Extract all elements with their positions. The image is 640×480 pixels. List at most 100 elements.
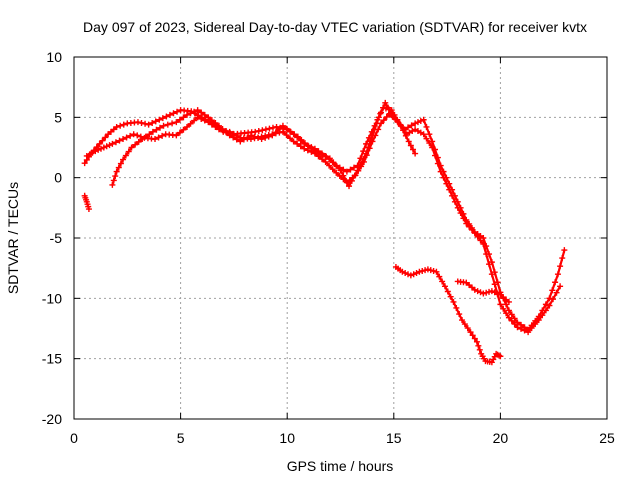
- data-point-marker: [471, 286, 478, 293]
- data-point-marker: [106, 142, 113, 149]
- data-point-marker: [383, 113, 390, 120]
- data-point-marker: [187, 120, 194, 127]
- data-point-marker: [109, 181, 116, 188]
- data-point-marker: [237, 138, 244, 145]
- data-point-marker: [355, 167, 362, 174]
- data-point-marker: [156, 116, 163, 123]
- data-point-marker: [414, 119, 421, 126]
- data-point-marker: [269, 124, 276, 131]
- data-point-marker: [336, 164, 343, 171]
- data-point-marker: [127, 132, 134, 139]
- data-point-marker: [96, 140, 103, 147]
- data-point-marker: [408, 122, 415, 129]
- data-point-marker: [429, 144, 436, 151]
- data-point-marker: [191, 108, 198, 115]
- data-point-marker: [145, 121, 152, 128]
- data-point-marker: [194, 114, 201, 121]
- data-point-marker: [297, 137, 304, 144]
- data-point-marker: [233, 136, 240, 143]
- data-point-marker: [100, 144, 107, 151]
- data-point-marker: [549, 296, 556, 303]
- data-point-marker: [475, 342, 482, 349]
- data-point-marker: [117, 122, 124, 129]
- data-point-marker: [508, 317, 515, 324]
- data-point-marker: [223, 129, 230, 136]
- series-track-5: [454, 278, 512, 305]
- data-point-marker: [122, 152, 129, 159]
- data-point-marker: [109, 140, 116, 147]
- series-trace: [394, 265, 502, 364]
- data-point-marker: [409, 146, 416, 153]
- data-point-marker: [486, 261, 493, 268]
- data-point-marker: [247, 132, 254, 139]
- data-point-marker: [329, 166, 336, 173]
- data-point-marker: [441, 283, 448, 290]
- data-point-marker: [480, 241, 487, 248]
- data-point-marker: [180, 126, 187, 133]
- data-point-marker: [333, 169, 340, 176]
- data-point-marker: [532, 321, 539, 328]
- data-point-marker: [546, 302, 553, 309]
- data-point-marker: [139, 136, 146, 143]
- chart-title: Day 097 of 2023, Sidereal Day-to-day VTE…: [83, 19, 587, 35]
- data-point-marker: [103, 143, 110, 150]
- data-point-marker: [146, 131, 153, 138]
- data-point-marker: [152, 136, 159, 143]
- data-point-marker: [423, 123, 430, 130]
- data-point-marker: [311, 145, 318, 152]
- y-tick-label: 0: [54, 170, 62, 186]
- data-point-marker: [183, 123, 190, 130]
- data-point-marker: [416, 268, 423, 275]
- data-point-marker: [388, 107, 395, 114]
- data-point-marker: [266, 125, 273, 132]
- data-point-marker: [135, 138, 142, 145]
- data-point-marker: [471, 230, 478, 237]
- data-point-marker: [363, 152, 370, 159]
- x-tick-label: 5: [177, 430, 185, 446]
- data-point-marker: [354, 162, 361, 169]
- data-point-marker: [297, 143, 304, 150]
- data-point-marker: [252, 128, 259, 135]
- data-point-marker: [407, 142, 414, 149]
- series-track-4: [392, 263, 504, 366]
- data-point-marker: [265, 133, 272, 140]
- data-point-marker: [120, 136, 127, 143]
- data-point-marker: [402, 269, 409, 276]
- data-point-marker: [360, 148, 367, 155]
- data-point-marker: [399, 268, 406, 275]
- data-point-marker: [326, 162, 333, 169]
- data-point-marker: [503, 310, 510, 317]
- data-point-marker: [426, 131, 433, 138]
- data-point-marker: [346, 183, 353, 190]
- data-point-marker: [173, 119, 180, 126]
- data-point-marker: [461, 321, 468, 328]
- data-point-marker: [464, 325, 471, 332]
- data-point-marker: [468, 226, 475, 233]
- data-point-marker: [166, 111, 173, 118]
- y-tick-label: 10: [46, 49, 62, 65]
- data-point-marker: [95, 146, 102, 153]
- x-axis-label: GPS time / hours: [287, 458, 394, 474]
- data-point-marker: [322, 152, 329, 159]
- data-point-marker: [505, 314, 512, 321]
- data-point-marker: [366, 145, 373, 152]
- data-point-marker: [262, 134, 269, 141]
- data-point-marker: [92, 148, 99, 155]
- data-point-marker: [116, 137, 123, 144]
- data-point-marker: [333, 162, 340, 169]
- data-point-marker: [244, 134, 251, 141]
- data-point-marker: [276, 125, 283, 132]
- data-point-marker: [476, 346, 483, 353]
- data-point-marker: [138, 119, 145, 126]
- data-point-marker: [283, 125, 290, 132]
- data-point-marker: [456, 311, 463, 318]
- data-point-marker: [215, 122, 222, 129]
- data-point-marker: [262, 126, 269, 133]
- data-point-marker: [163, 113, 170, 120]
- data-point-marker: [81, 160, 88, 167]
- data-point-marker: [488, 271, 495, 278]
- data-point-marker: [340, 166, 347, 173]
- x-tick-label: 25: [599, 430, 615, 446]
- data-point-marker: [382, 99, 389, 106]
- data-point-marker: [219, 125, 226, 132]
